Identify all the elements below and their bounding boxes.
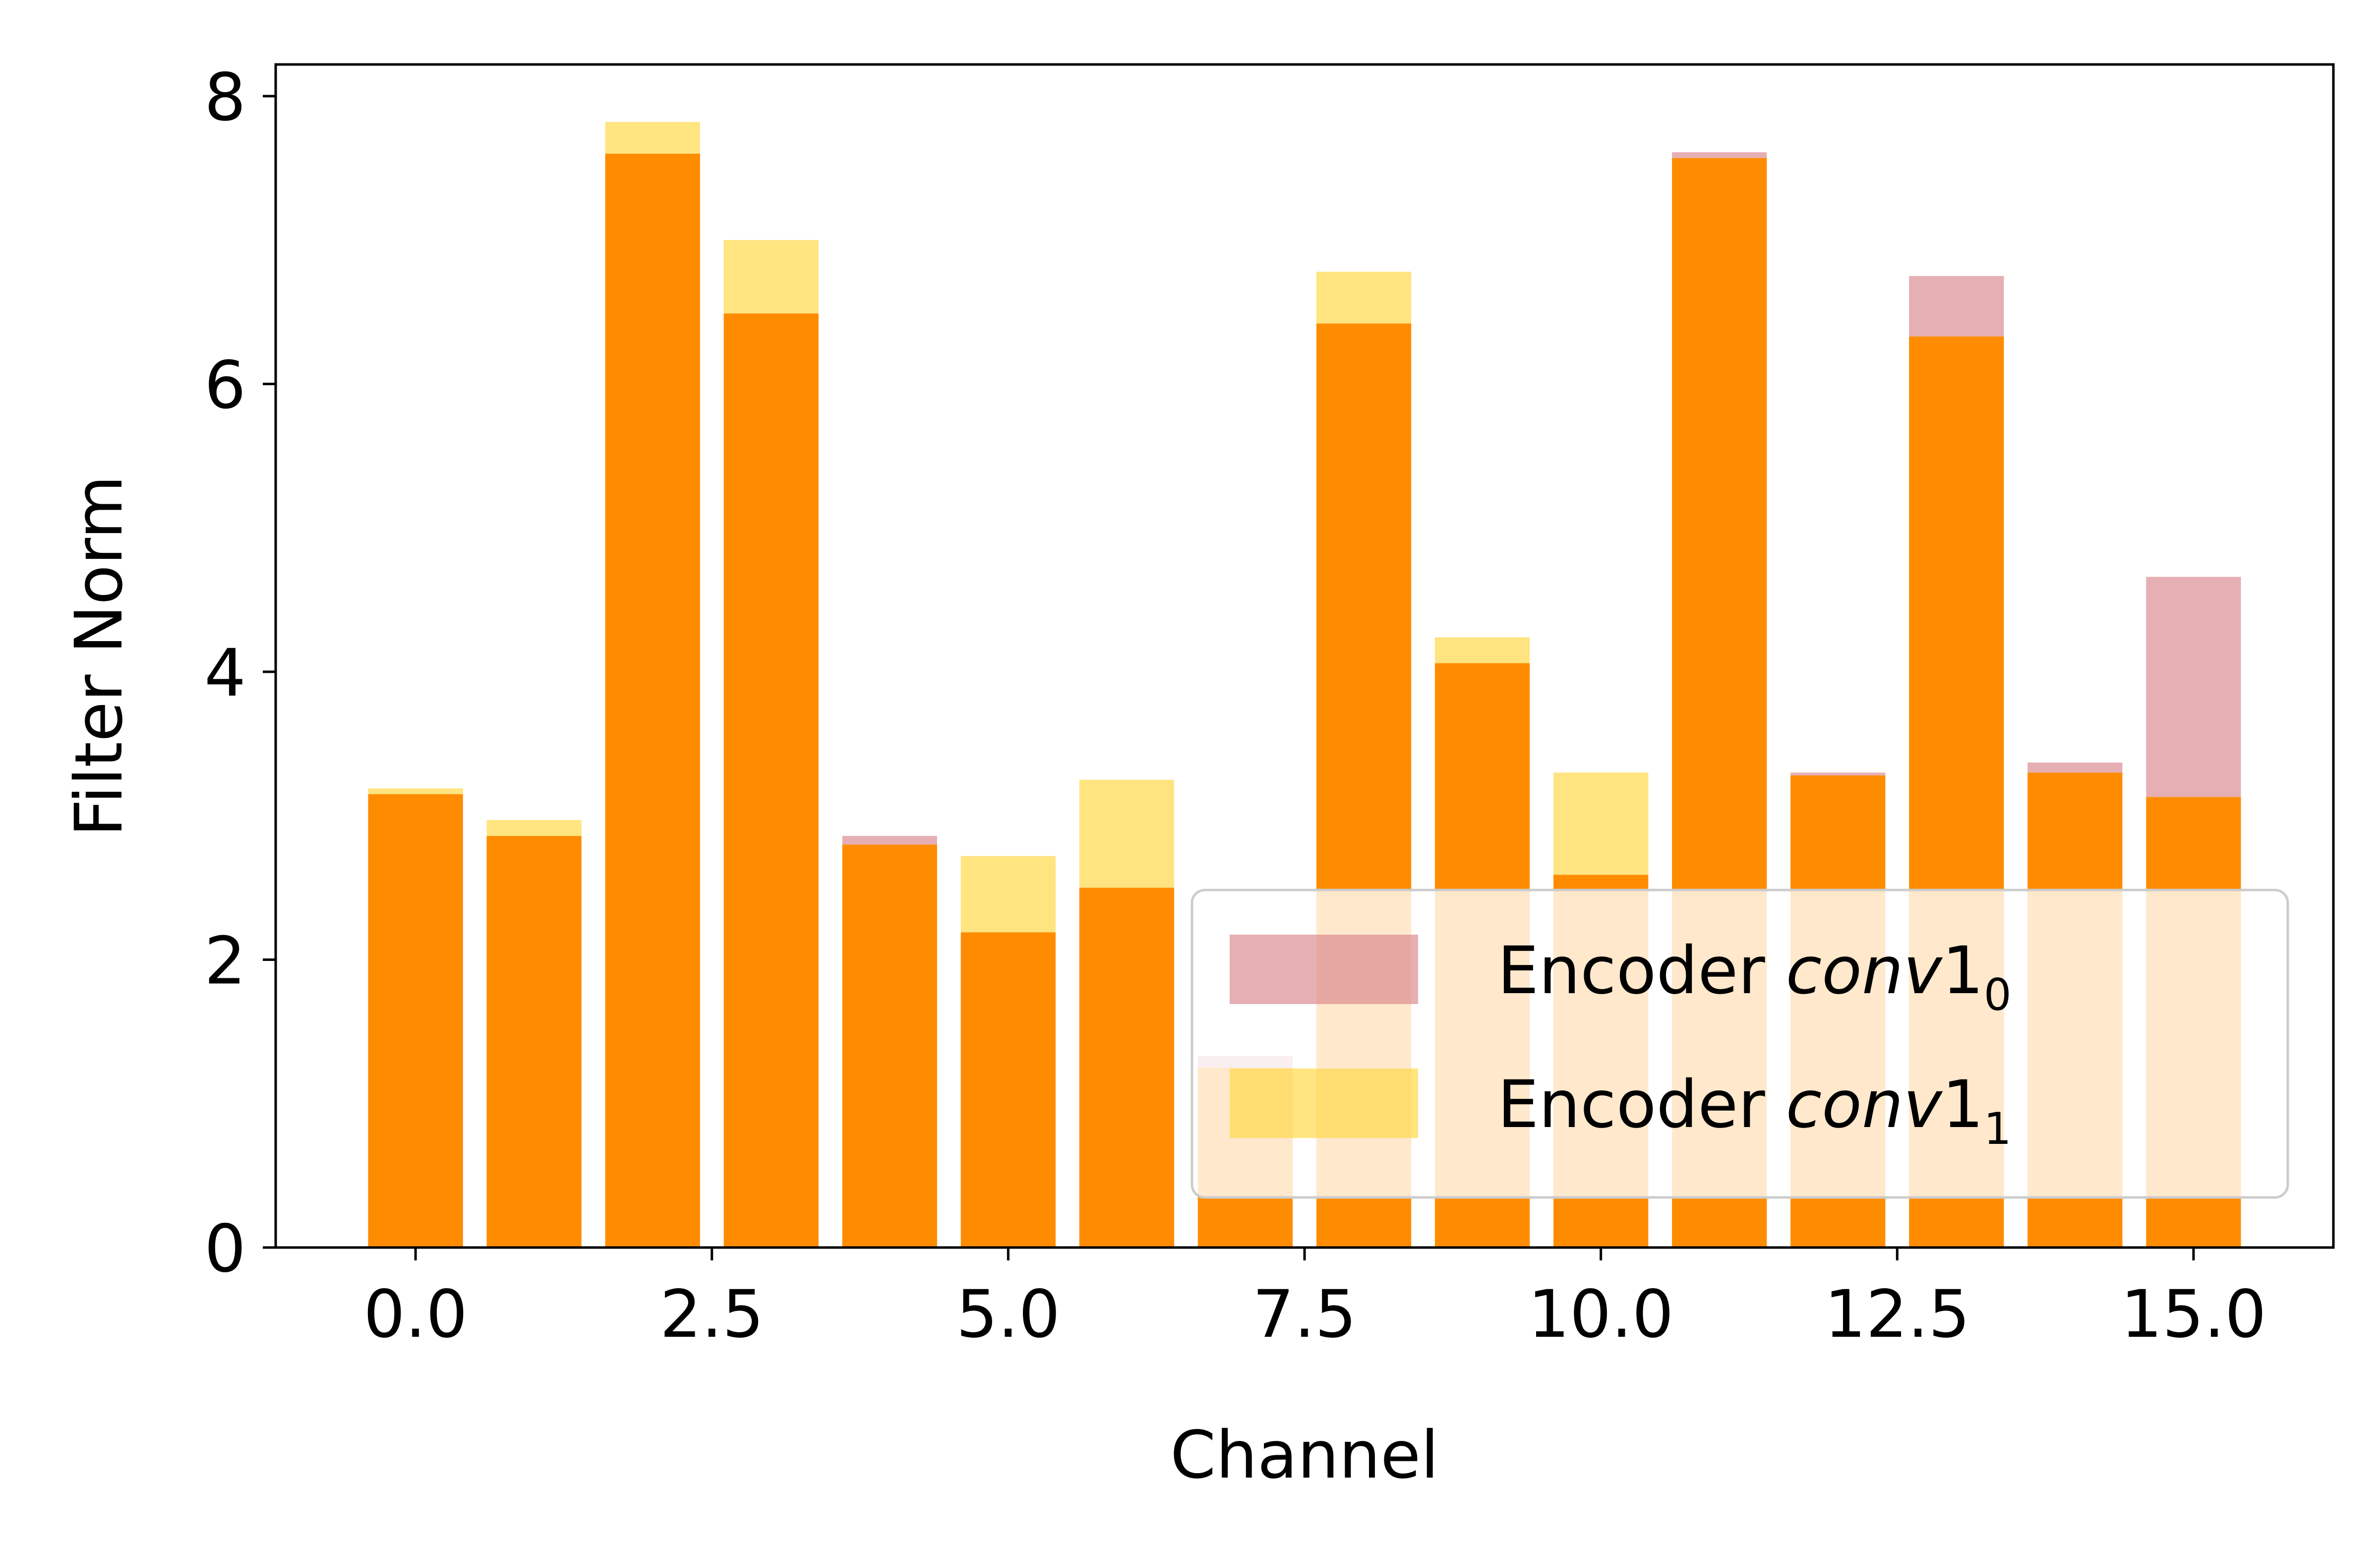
x-tick-label: 15.0 xyxy=(2121,1276,2266,1353)
y-tick-label: 6 xyxy=(204,347,246,423)
x-tick-label: 0.0 xyxy=(363,1276,468,1353)
bar-excess-6 xyxy=(1079,779,1175,888)
bar-excess-3 xyxy=(723,240,819,314)
bar-overlap-1 xyxy=(486,835,582,1248)
legend-label-0: Encoder conv10 xyxy=(1497,933,2012,1020)
x-tick-label: 5.0 xyxy=(956,1276,1060,1353)
y-tick-label: 4 xyxy=(204,635,246,712)
bar-excess-11 xyxy=(1672,152,1767,158)
bar-excess-1 xyxy=(486,820,582,836)
bar-excess-13 xyxy=(1909,276,2004,337)
bar-excess-12 xyxy=(1790,773,1886,775)
x-tick-label: 2.5 xyxy=(660,1276,764,1353)
bar-excess-10 xyxy=(1553,773,1649,875)
x-axis-title: Channel xyxy=(1170,1417,1439,1493)
bar-overlap-6 xyxy=(1079,888,1175,1248)
bar-overlap-4 xyxy=(842,844,937,1248)
y-tick-label: 0 xyxy=(204,1211,246,1287)
legend-frame xyxy=(1190,889,2289,1199)
axes-group: 0.0 2.5 5.0 7.5 10.0 12.5 15.0 0 2 4 6 8 Channel Filt… xyxy=(61,60,2335,1493)
bar-excess-9 xyxy=(1434,637,1530,663)
bar-excess-0 xyxy=(368,788,463,794)
legend-swatch-1 xyxy=(1230,1069,1418,1138)
y-tick-label: 8 xyxy=(204,60,246,136)
x-tick-label: 10.0 xyxy=(1528,1276,1674,1353)
x-tick-label: 12.5 xyxy=(1824,1276,1970,1353)
bar-excess-4 xyxy=(842,835,937,845)
bar-excess-2 xyxy=(605,122,700,154)
bar-excess-5 xyxy=(960,856,1056,933)
y-axis-title: Filter Norm xyxy=(61,476,137,837)
bar-overlap-5 xyxy=(960,932,1056,1248)
bar-excess-14 xyxy=(2027,762,2123,773)
bar-overlap-0 xyxy=(368,794,463,1248)
legend-label-1: Encoder conv11 xyxy=(1497,1067,2012,1154)
bar-excess-8 xyxy=(1316,271,1412,324)
legend-swatch-0 xyxy=(1230,935,1418,1004)
y-tick-label: 2 xyxy=(204,923,246,999)
bar-excess-15 xyxy=(2146,577,2241,797)
legend: Encoder conv10 Encoder conv11 xyxy=(1190,889,2289,1199)
bar-overlap-3 xyxy=(723,313,819,1248)
bar-overlap-2 xyxy=(605,153,700,1248)
x-tick-label: 7.5 xyxy=(1252,1276,1357,1353)
